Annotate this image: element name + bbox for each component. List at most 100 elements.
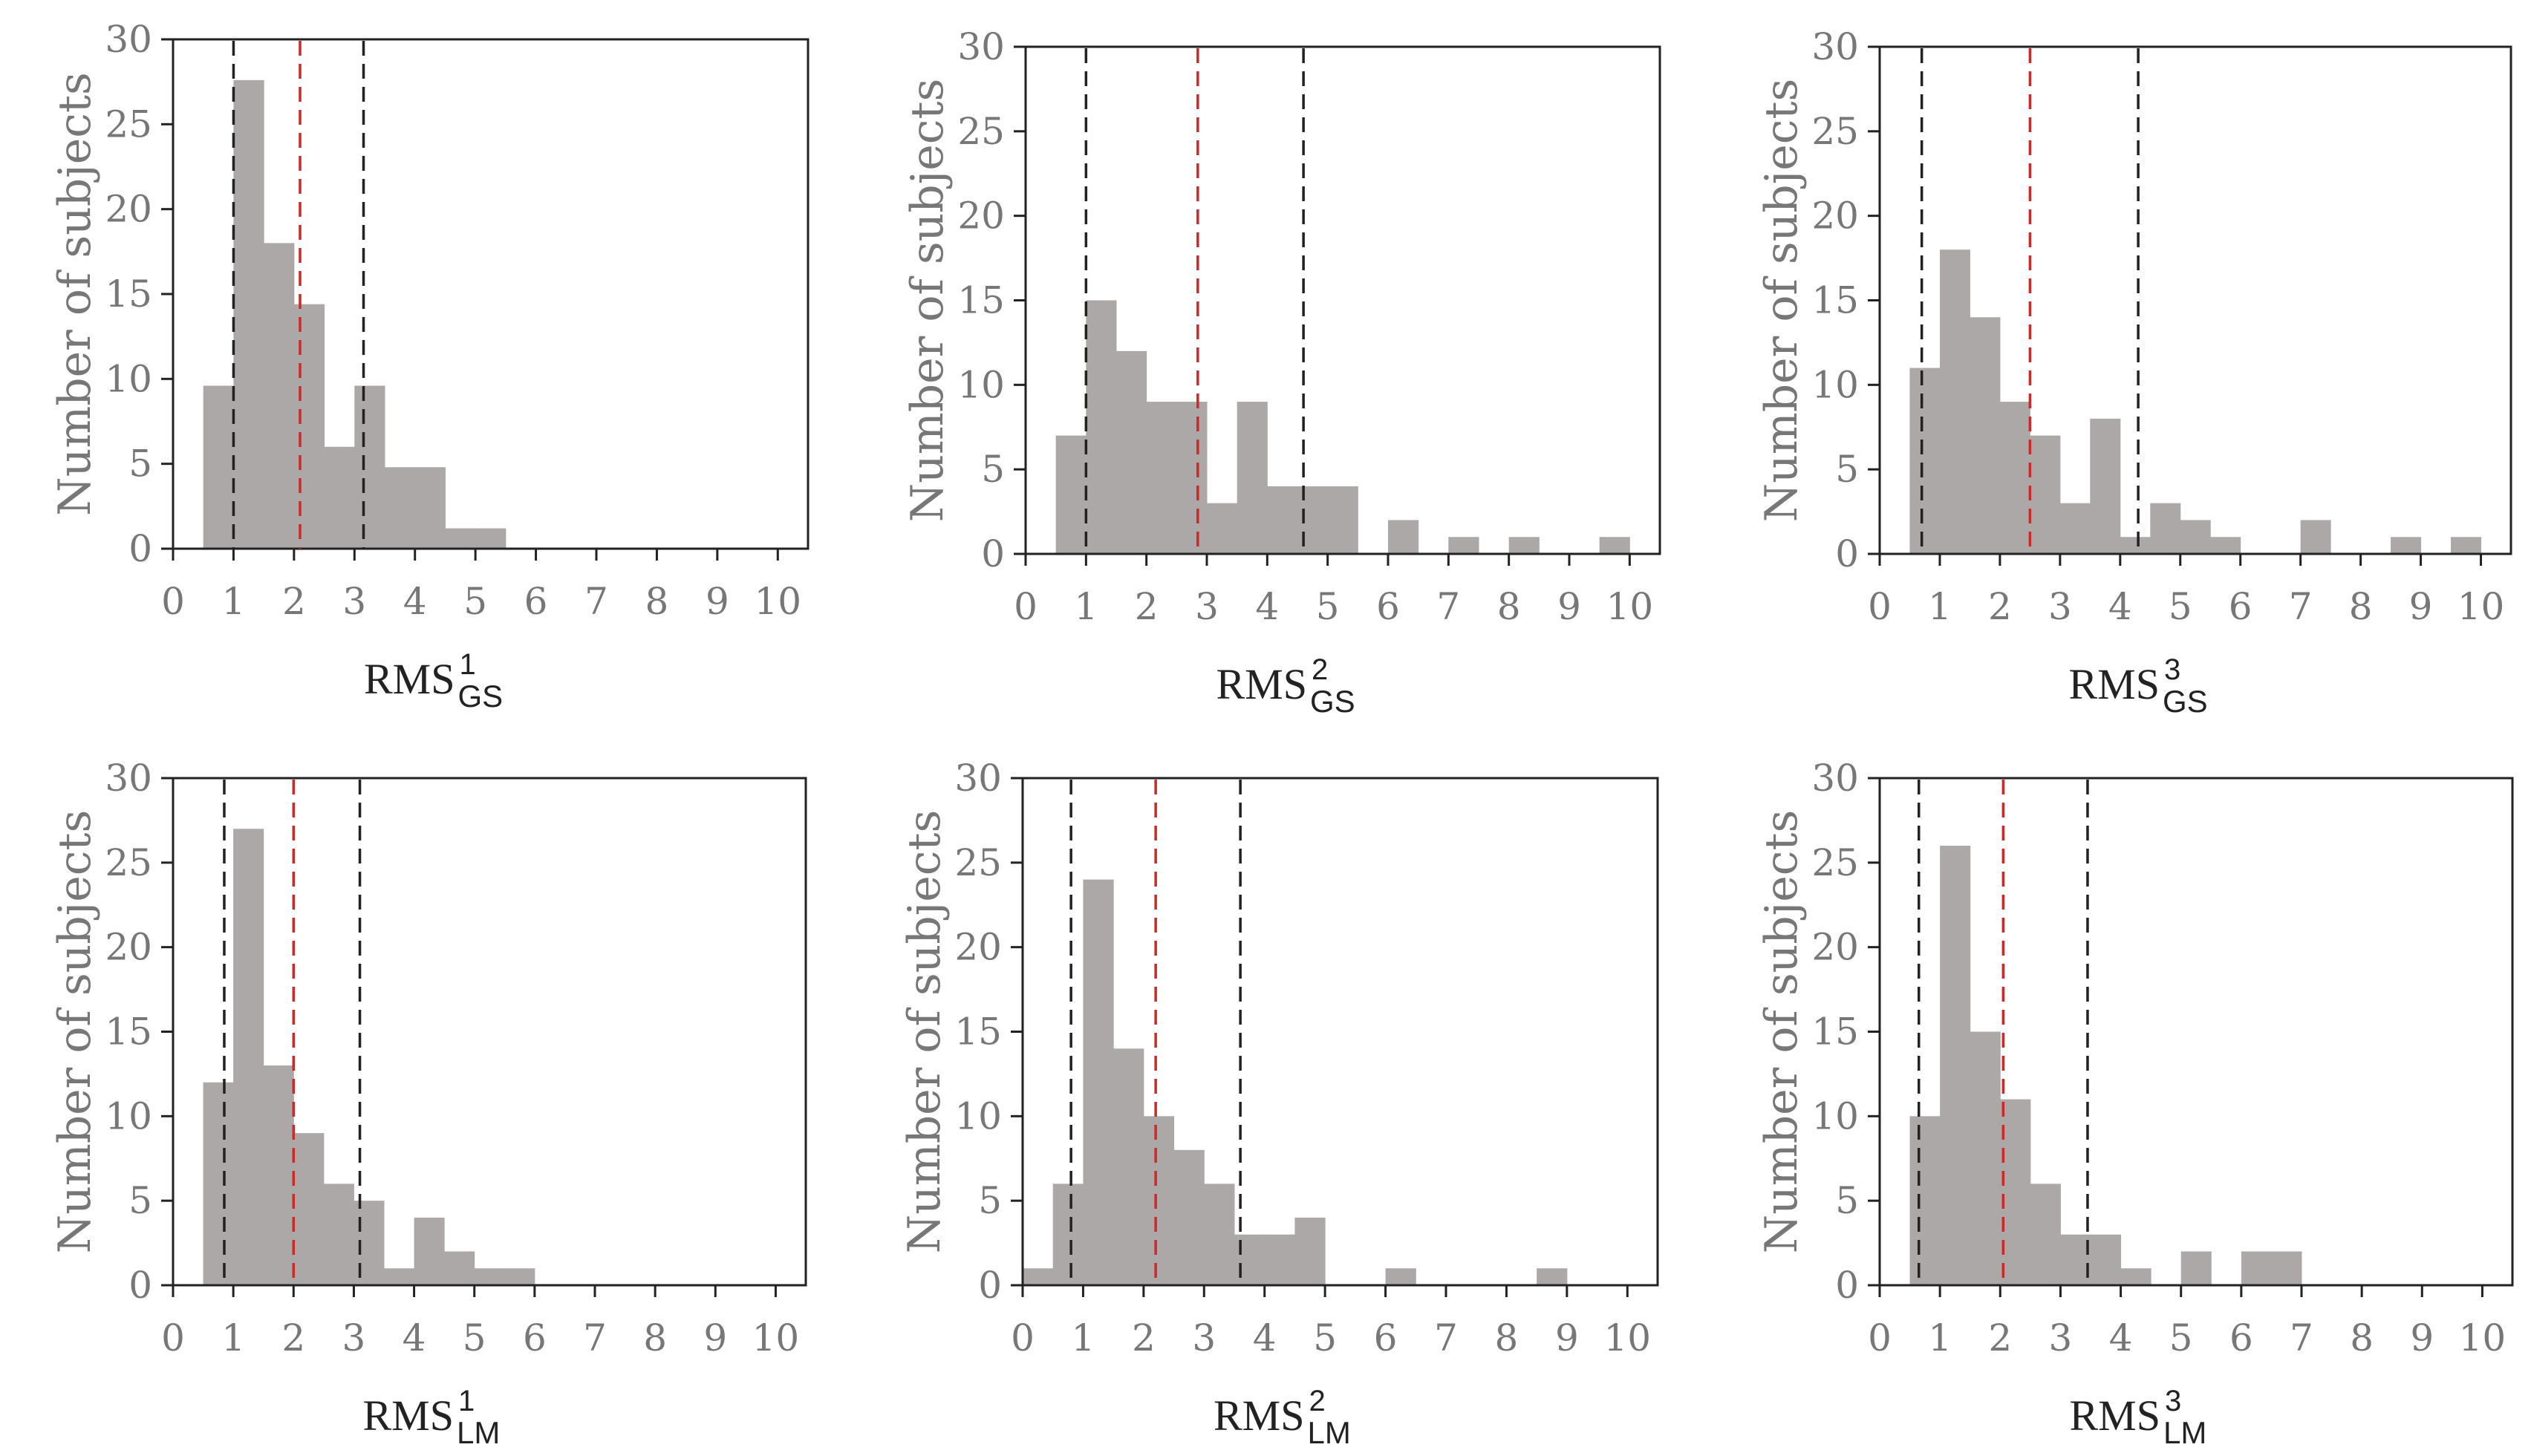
x-tick-label: 8 (2349, 585, 2373, 628)
x-axis-label-superscript: 2 (1309, 1385, 1326, 1417)
y-tick-label: 0 (1835, 1264, 1859, 1307)
y-tick-label: 30 (105, 757, 152, 800)
histogram-bar (1939, 249, 1970, 554)
x-axis-label-subscript: LM (457, 1415, 500, 1450)
histogram-bar (1023, 1268, 1054, 1285)
histogram-bar (263, 1065, 294, 1285)
x-axis-label-base: RMS (362, 1391, 454, 1440)
x-tick-label: 8 (645, 580, 669, 623)
histogram-bar (233, 79, 264, 549)
histogram-bar (1055, 435, 1087, 554)
x-axis-label-superscript: 2 (1312, 653, 1328, 686)
x-axis-label-subscript: GS (1310, 684, 1355, 719)
y-tick-label: 25 (957, 110, 1005, 153)
x-tick-label: 2 (1988, 585, 2012, 628)
histogram-bar (1176, 402, 1208, 554)
y-tick-label: 0 (128, 1264, 152, 1307)
x-axis-label: RMS 1GS (364, 648, 503, 714)
histogram-bar (1970, 1031, 2001, 1285)
x-axis-label-subscript: GS (2163, 684, 2208, 719)
x-tick-label: 7 (2289, 585, 2313, 628)
histogram-bar (1237, 402, 1268, 554)
x-tick-label: 6 (1374, 1316, 1398, 1359)
y-tick-label: 15 (954, 1011, 1002, 1054)
histogram-bar (1385, 1268, 1416, 1285)
x-tick-label: 3 (1195, 585, 1219, 628)
x-axis-label-base: RMS (1214, 1391, 1305, 1440)
histogram-bar (1207, 503, 1238, 554)
y-tick-label: 5 (978, 1179, 1002, 1222)
x-axis-label-base: RMS (1216, 660, 1307, 708)
y-tick-label: 30 (1811, 25, 1859, 68)
histogram-bar (414, 467, 446, 549)
histogram-bars (203, 829, 535, 1285)
x-tick-label: 5 (2169, 585, 2192, 628)
histogram-bar (203, 1082, 234, 1285)
histogram-bar (1173, 1149, 1205, 1285)
y-tick-label: 5 (1835, 448, 1859, 491)
x-tick-label: 7 (1434, 1316, 1458, 1359)
x-tick-label: 1 (1928, 1316, 1952, 1359)
x-axis-label-subscript: LM (2163, 1415, 2206, 1450)
x-tick-label: 10 (1603, 1316, 1651, 1359)
histogram-bar (2120, 1268, 2151, 1285)
y-axis-label: Number of subjects (49, 810, 101, 1254)
x-tick-label: 6 (523, 1316, 547, 1359)
x-tick-label: 7 (1436, 585, 1460, 628)
histogram-bar (2210, 537, 2241, 554)
y-tick-label: 10 (105, 357, 152, 400)
histogram-bar (354, 385, 385, 549)
histogram-bar (1970, 317, 2001, 554)
x-tick-label: 0 (161, 1316, 185, 1359)
y-tick-label: 15 (1811, 279, 1859, 322)
histogram-bar (1327, 486, 1358, 554)
x-tick-label: 4 (2108, 585, 2132, 628)
x-tick-label: 5 (463, 1316, 486, 1359)
y-tick-label: 20 (957, 195, 1005, 238)
y-tick-label: 25 (105, 841, 152, 884)
y-tick-label: 10 (105, 1094, 152, 1137)
x-tick-label: 1 (221, 1316, 245, 1359)
x-tick-label: 4 (403, 580, 427, 623)
histogram-bar (474, 1268, 505, 1285)
histogram-bar (1264, 1234, 1295, 1285)
x-tick-label: 0 (1011, 1316, 1035, 1359)
histogram-bar (1999, 402, 2030, 554)
x-tick-label: 6 (2229, 585, 2253, 628)
x-tick-label: 8 (2350, 1316, 2374, 1359)
y-tick-label: 30 (1811, 757, 1859, 800)
y-tick-label: 15 (1811, 1011, 1859, 1054)
y-tick-label: 5 (981, 448, 1005, 491)
histogram-bar (1113, 1048, 1144, 1285)
histogram-bars (1055, 300, 1630, 554)
x-axis-label-base: RMS (2068, 660, 2160, 708)
x-axis-label-base: RMS (364, 655, 455, 703)
x-tick-label: 7 (584, 580, 608, 623)
x-tick-label: 4 (1253, 1316, 1277, 1359)
x-tick-label: 1 (1928, 585, 1952, 628)
x-tick-label: 3 (342, 580, 366, 623)
x-axis-label: RMS 2GS (1216, 653, 1355, 719)
x-axis-label-subscript: GS (458, 679, 504, 714)
y-axis-label: Number of subjects (899, 810, 951, 1254)
histogram-bar (264, 243, 295, 549)
y-tick-label: 30 (105, 18, 152, 61)
y-tick-label: 10 (1811, 1094, 1859, 1137)
x-axis-label: RMS 3LM (2069, 1385, 2206, 1450)
histogram-bar (1388, 520, 1419, 554)
histogram-bar (323, 1184, 354, 1285)
x-tick-label: 3 (1192, 1316, 1216, 1359)
histogram-bar (1086, 300, 1117, 554)
histogram-bar (2091, 1234, 2122, 1285)
y-tick-label: 20 (105, 926, 152, 969)
x-tick-label: 2 (282, 580, 306, 623)
x-axis-label: RMS 1LM (362, 1385, 500, 1450)
x-tick-label: 8 (643, 1316, 667, 1359)
x-tick-label: 4 (403, 1316, 426, 1359)
histogram-bar (1448, 537, 1479, 554)
